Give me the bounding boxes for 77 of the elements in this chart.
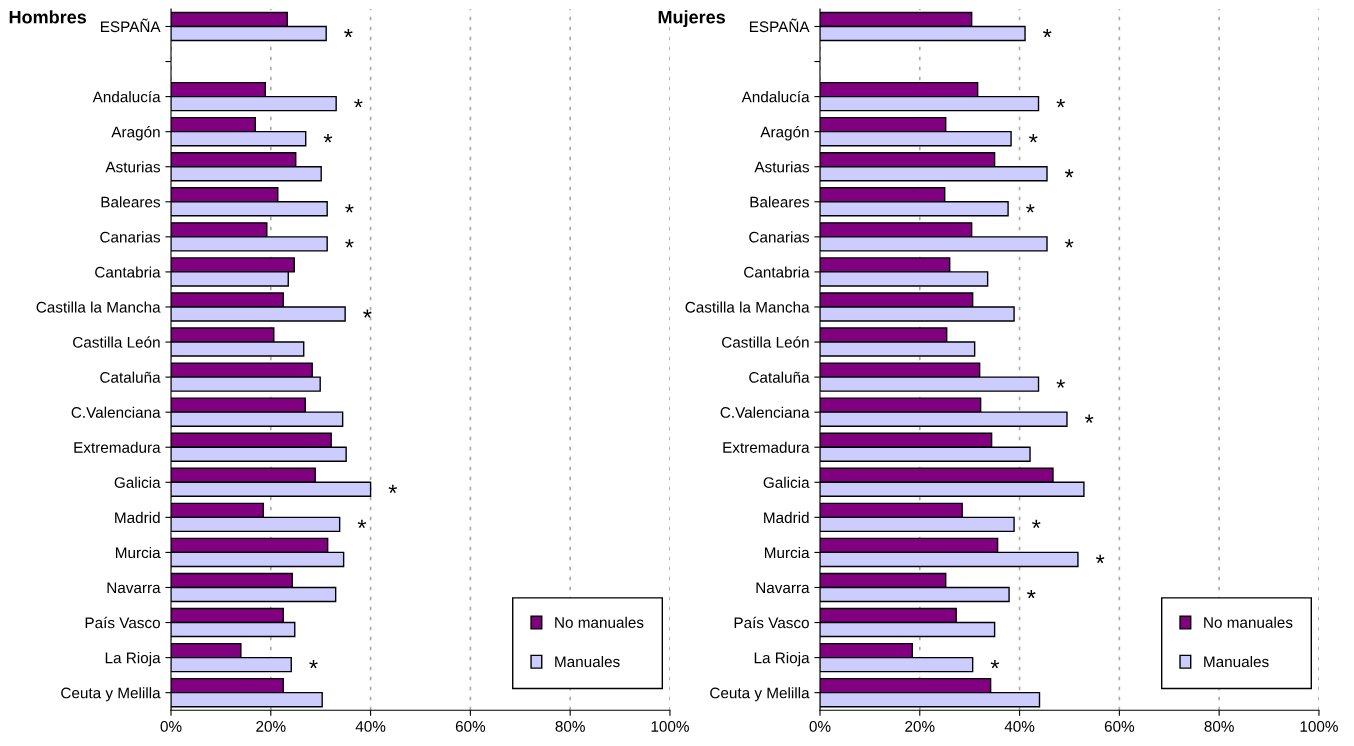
y-tick-label: Aragón [111, 126, 160, 141]
y-tick-label: La Rioja [754, 652, 810, 667]
y-tick-label: Castilla la Mancha [685, 301, 810, 313]
annotation: * [363, 309, 372, 318]
x-tick-label: 20% [905, 721, 935, 732]
annotation: * [1029, 134, 1038, 143]
y-tick-label: Andalucía [92, 90, 161, 103]
y-tick-label: País Vasco [85, 616, 160, 629]
annotation: * [345, 239, 354, 248]
legend-label: Manuales [1204, 655, 1269, 668]
y-tick-label: Cantabria [95, 266, 161, 278]
annotation: * [344, 28, 353, 38]
x-tick-label: 20% [256, 721, 286, 732]
y-tick-label: Castilla la Mancha [36, 301, 161, 313]
y-tick-label: Castilla León [722, 336, 809, 348]
annotation: * [388, 484, 398, 494]
x-tick-label: 40% [355, 721, 386, 732]
y-tick-label: Baleares [101, 196, 161, 208]
x-tick-label: 40% [1004, 721, 1035, 732]
legend-label: Manuales [555, 655, 620, 668]
y-tick-label: Cataluña [100, 371, 161, 383]
annotation: * [354, 99, 363, 108]
y-tick-label: Madrid [115, 511, 160, 524]
annotation: * [1056, 379, 1065, 388]
y-tick-label: Madrid [764, 511, 809, 524]
y-tick-label: Castilla León [73, 336, 160, 348]
y-tick-label: Ceuta y Melilla [710, 687, 810, 702]
y-tick-label: Navarra [107, 582, 161, 594]
y-tick-label: Aragón [760, 126, 809, 141]
annotation: * [1084, 414, 1094, 423]
y-tick-label: ESPAÑA [749, 18, 810, 33]
legend-label: No manuales [1204, 616, 1293, 628]
x-tick-label: 60% [1104, 721, 1135, 732]
y-tick-label: Galicia [763, 476, 810, 488]
x-tick-label: 60% [455, 721, 486, 732]
y-tick-label: Canarias [749, 231, 810, 243]
annotation: * [1043, 28, 1052, 38]
legend-label: No manuales [555, 616, 644, 628]
y-tick-label: Cantabria [744, 266, 810, 278]
x-tick-label: 0% [160, 721, 182, 732]
y-tick-label: Galicia [114, 476, 161, 488]
annotation: * [345, 204, 354, 213]
x-tick-label: 80% [555, 721, 585, 732]
x-tick-label: 100% [1300, 721, 1338, 732]
annotation: * [1027, 589, 1036, 599]
y-tick-label: ESPAÑA [100, 18, 161, 33]
y-tick-label: Murcia [764, 546, 810, 559]
y-tick-label: Baleares [750, 196, 810, 208]
y-tick-label: Asturias [105, 161, 161, 173]
annotation: * [357, 519, 367, 529]
y-tick-label: La Rioja [105, 652, 161, 667]
y-tick-label: Asturias [754, 161, 810, 173]
y-tick-label: Ceuta y Melilla [61, 687, 161, 702]
x-tick-label: 0% [809, 721, 831, 732]
x-tick-label: 100% [651, 721, 689, 732]
annotation: * [1032, 519, 1041, 529]
y-tick-label: C.Valenciana [71, 406, 161, 418]
y-tick-label: Extremadura [723, 441, 810, 453]
annotation: * [990, 660, 1000, 669]
annotation: * [309, 660, 318, 669]
annotation: * [1065, 239, 1074, 248]
annotation: * [1095, 554, 1105, 564]
x-tick-label: 80% [1204, 721, 1234, 732]
y-tick-label: Extremadura [74, 441, 161, 453]
y-tick-label: Murcia [116, 546, 161, 559]
chart-title: Mujeres [658, 10, 725, 28]
annotation: * [1026, 204, 1035, 213]
annotation: * [323, 134, 333, 143]
chart-title: Hombres [9, 10, 87, 24]
y-tick-label: País Vasco [734, 616, 809, 629]
y-tick-label: Canarias [100, 231, 161, 243]
y-tick-label: Andalucía [741, 90, 810, 103]
y-tick-label: Navarra [756, 582, 810, 594]
y-tick-label: C.Valenciana [720, 406, 810, 418]
annotation: * [1056, 99, 1065, 108]
annotation: * [1065, 169, 1074, 178]
y-tick-label: Cataluña [749, 371, 810, 383]
